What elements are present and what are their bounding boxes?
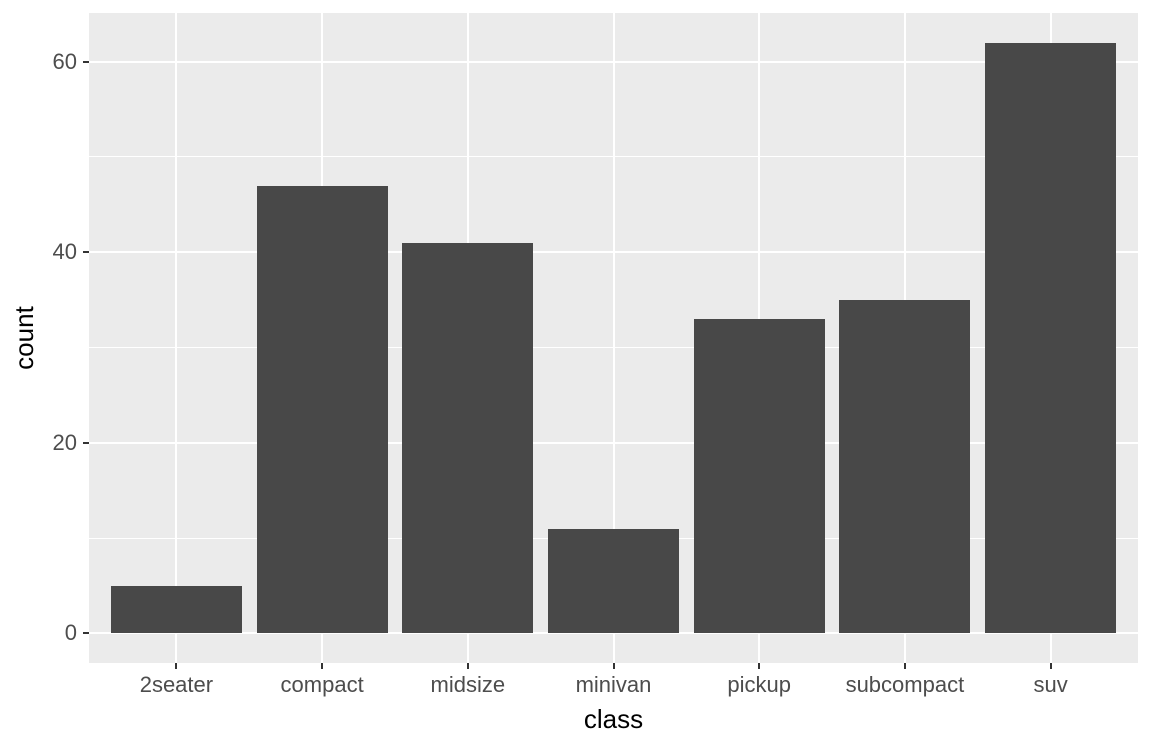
plot-panel [89, 13, 1138, 663]
y-tick-label: 40 [52, 239, 77, 265]
x-tick-label-midsize: midsize [430, 672, 506, 697]
x-tick-mark [1049, 663, 1052, 669]
x-tick-label-pickup: pickup [727, 672, 791, 697]
y-tick-label: 60 [52, 48, 77, 74]
y-tick-mark [83, 251, 89, 254]
x-tick-mark [466, 663, 469, 669]
x-tick-mark [612, 663, 615, 669]
bar-pickup [693, 318, 825, 634]
x-tick-label-minivan: minivan [575, 672, 652, 697]
x-tick-label-2seater: 2seater [139, 672, 214, 697]
x-tick-mark [321, 663, 324, 669]
bar-minivan [547, 528, 680, 634]
x-tick-mark [175, 663, 178, 669]
bar-compact [256, 185, 388, 634]
y-tick-mark [83, 632, 89, 635]
y-tick-mark [83, 60, 89, 63]
x-tick-mark [903, 663, 906, 669]
x-axis-title: class [583, 704, 644, 734]
bar-2seater [110, 585, 242, 634]
x-tick-label-compact: compact [280, 672, 364, 697]
v-gridline-major [612, 13, 615, 663]
v-gridline-major [175, 13, 178, 663]
x-tick-label-suv: suv [1033, 672, 1068, 697]
y-tick-mark [83, 441, 89, 444]
x-tick-label-subcompact: subcompact [845, 672, 965, 697]
bar-suv [985, 42, 1117, 634]
y-axis-title: count [9, 306, 39, 370]
bar-midsize [402, 242, 534, 634]
bar-subcompact [839, 299, 971, 634]
x-tick-mark [758, 663, 761, 669]
y-tick-label: 0 [64, 620, 77, 646]
y-tick-label: 20 [52, 429, 77, 455]
